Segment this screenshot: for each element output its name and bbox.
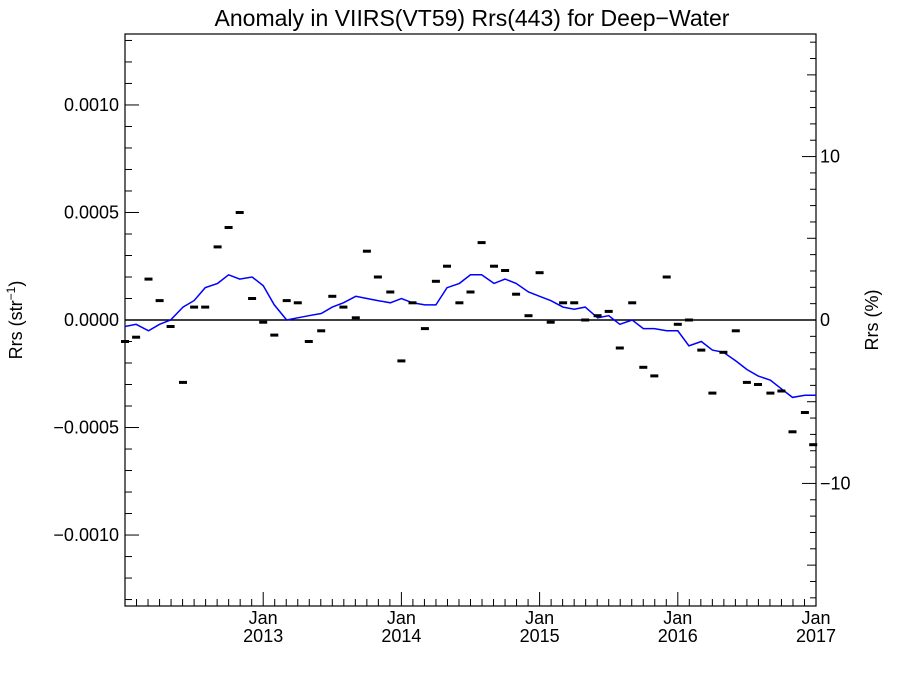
x-tick-label-month: Jan — [387, 608, 416, 628]
data-point-marker — [512, 292, 521, 296]
data-point-marker — [179, 380, 187, 384]
x-tick-label-year: 2015 — [520, 626, 560, 646]
data-point-marker — [248, 297, 257, 300]
data-point-marker — [431, 279, 440, 283]
data-point-marker — [339, 305, 348, 309]
smoothed-series — [124, 273, 816, 399]
data-point-marker — [673, 322, 682, 326]
right-tick-label: 10 — [820, 147, 840, 167]
data-point-marker — [201, 305, 210, 309]
data-point-marker — [604, 309, 613, 313]
data-point-marker — [420, 327, 429, 331]
left-tick-label: −0.0005 — [53, 418, 119, 438]
right-y-axis: 10 0 −10 — [802, 41, 851, 599]
data-point-marker — [788, 430, 797, 434]
left-axis-label-main: Rrs (str — [6, 300, 26, 359]
data-point-marker — [351, 316, 360, 320]
data-point-marker — [684, 318, 693, 322]
data-point-marker — [708, 391, 717, 395]
data-point-marker — [293, 301, 302, 305]
data-point-marker — [455, 301, 464, 305]
data-point-marker — [373, 275, 382, 279]
data-point-marker — [235, 211, 244, 214]
left-tick-label: 0.0000 — [64, 310, 119, 330]
left-tick-label: 0.0005 — [64, 202, 119, 222]
data-point-marker — [213, 245, 222, 249]
left-axis-label-close: ) — [6, 281, 26, 287]
data-point-marker — [559, 301, 568, 305]
data-point-marker — [615, 346, 624, 350]
data-point-marker — [800, 411, 809, 414]
data-point-marker — [809, 443, 818, 447]
left-tick-label: 0.0010 — [64, 95, 119, 115]
data-point-marker — [777, 389, 786, 393]
data-point-marker — [386, 290, 395, 294]
data-point-marker — [304, 340, 313, 343]
x-tick-label-year: 2014 — [381, 626, 421, 646]
x-tick-label-month: Jan — [663, 608, 692, 628]
data-point-marker — [224, 226, 233, 229]
data-point-marker — [155, 299, 164, 303]
x-tick-label-year: 2016 — [658, 626, 698, 646]
data-point-marker — [121, 340, 129, 343]
data-point-marker — [754, 383, 762, 386]
data-point-marker — [166, 325, 175, 328]
chart-title: Anomaly in VIIRS(VT59) Rrs(443) for Deep… — [215, 5, 730, 31]
data-point-marker — [132, 335, 141, 339]
data-point-marker — [570, 301, 579, 305]
data-point-marker — [328, 294, 337, 298]
data-point-marker — [408, 301, 417, 305]
data-point-marker — [766, 391, 775, 395]
data-point-marker — [535, 271, 544, 275]
data-point-marker — [581, 318, 590, 322]
data-point-marker — [639, 365, 648, 369]
data-point-marker — [524, 314, 533, 318]
data-point-marker — [662, 275, 671, 279]
x-tick-label-month: Jan — [525, 608, 554, 628]
right-tick-label: −10 — [820, 473, 851, 493]
data-point-marker — [144, 277, 153, 281]
data-point-marker — [719, 350, 728, 354]
data-point-marker — [628, 301, 637, 305]
smoothed-series-line — [124, 273, 816, 399]
data-point-marker — [477, 241, 486, 245]
data-point-marker — [501, 269, 510, 272]
data-point-marker — [443, 264, 451, 268]
left-y-axis: 0.0010 0.0005 0.0000 −0.0005 −0.0010 — [53, 39, 139, 601]
data-point-marker — [697, 348, 706, 352]
left-axis-label: Rrs (str−1) — [4, 281, 26, 360]
right-axis-label: Rrs (%) — [862, 290, 882, 351]
data-point-marker — [362, 249, 371, 253]
x-tick-label-month: Jan — [801, 608, 830, 628]
x-tick-label-year: 2013 — [243, 626, 283, 646]
data-point-marker — [270, 333, 279, 337]
right-tick-label: 0 — [820, 310, 830, 330]
data-point-marker — [397, 359, 406, 363]
data-point-marker — [650, 374, 659, 378]
data-point-marker — [317, 329, 326, 333]
x-tick-label-month: Jan — [249, 608, 278, 628]
data-point-marker — [190, 305, 199, 309]
left-tick-label: −0.0010 — [53, 525, 119, 545]
data-point-marker — [490, 264, 498, 268]
left-axis-label-sup: −1 — [4, 286, 18, 300]
data-point-marker — [259, 320, 268, 324]
data-point-marker — [546, 320, 555, 324]
data-point-marker — [282, 299, 291, 303]
data-point-marker — [593, 314, 602, 318]
data-point-marker — [731, 329, 740, 333]
data-point-marker — [466, 290, 475, 294]
data-point-marker — [742, 380, 751, 384]
monthly-anomaly-series — [121, 211, 818, 447]
x-tick-label-year: 2017 — [796, 626, 836, 646]
